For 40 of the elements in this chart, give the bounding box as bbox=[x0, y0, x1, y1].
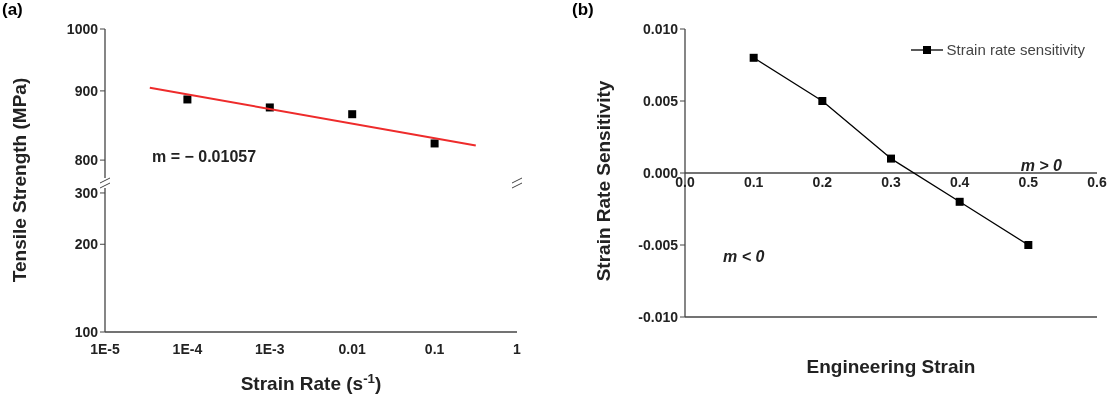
point bbox=[887, 154, 895, 163]
x-tick-label: 1E-4 bbox=[172, 341, 203, 357]
x-tick-label: 0.01 bbox=[338, 341, 367, 357]
y-tick-label: -0.010 bbox=[638, 308, 679, 325]
x-tick-label: 0.1 bbox=[743, 173, 764, 190]
chart-title: (a) bbox=[2, 0, 23, 19]
x-tick-label: 0.3 bbox=[881, 173, 901, 190]
point bbox=[955, 197, 964, 206]
x-tick-label: 0.4 bbox=[949, 173, 970, 190]
y-tick-label: -0.005 bbox=[638, 236, 679, 253]
x-axis-title: Engineering Strain bbox=[806, 356, 976, 377]
point bbox=[1024, 241, 1033, 249]
y-tick-label: 300 bbox=[74, 184, 99, 201]
x-tick-label: 1E-5 bbox=[90, 341, 120, 357]
y-tick-label: 0.010 bbox=[642, 20, 679, 37]
y-tick-label: 100 bbox=[74, 323, 99, 340]
chart-title: (b) bbox=[572, 0, 594, 19]
x-tick-label: 0.1 bbox=[424, 341, 445, 357]
x-axis-title: Strain Rate (s$^{-1}$) bbox=[240, 370, 382, 394]
point bbox=[749, 53, 758, 62]
legend-label: Strain rate sensitivity bbox=[946, 41, 1085, 58]
y-tick-label: 800 bbox=[74, 152, 99, 169]
y-axis-title: Tensile Strength (MPa) bbox=[9, 77, 30, 283]
y-axis-title: Strain Rate Sensitivity bbox=[593, 80, 614, 282]
point bbox=[183, 95, 192, 104]
y-tick-label: 200 bbox=[74, 236, 99, 253]
point bbox=[348, 110, 357, 119]
point bbox=[430, 139, 439, 148]
y-tick-label: 900 bbox=[74, 82, 99, 99]
annotation: m > 0 bbox=[1020, 157, 1062, 174]
y-tick-label: 1000 bbox=[66, 20, 99, 37]
point bbox=[818, 97, 827, 105]
x-tick-label: 0.5 bbox=[1018, 173, 1039, 190]
x-tick-label: 1 bbox=[513, 341, 522, 357]
x-tick-label: 1E-3 bbox=[255, 341, 285, 357]
annotation: m < 0 bbox=[723, 248, 765, 265]
x-tick-label: 0.2 bbox=[812, 173, 833, 190]
x-tick-label: 0.6 bbox=[1087, 173, 1107, 190]
y-tick-label: 0.005 bbox=[642, 92, 679, 109]
annotation: m = − 0.01057 bbox=[152, 148, 257, 165]
